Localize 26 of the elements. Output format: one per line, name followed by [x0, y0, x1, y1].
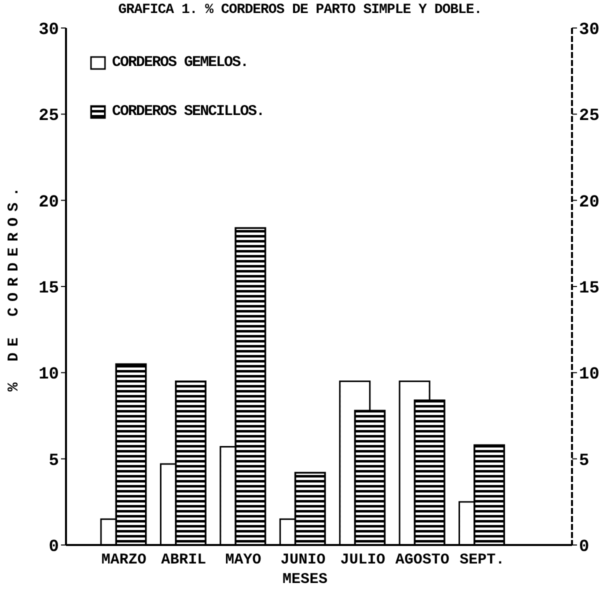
x-tick-label: ABRIL: [161, 552, 206, 569]
x-tick-label: JULIO: [340, 552, 386, 569]
y2-tick-label: 0: [579, 538, 590, 558]
y2-tick-label: 25: [579, 107, 600, 126]
x-tick-label: JUNIO: [280, 552, 326, 569]
y2-tick-label: 10: [579, 366, 600, 385]
x-axis-title: MESES: [282, 571, 328, 588]
y2-tick-label: 20: [579, 193, 600, 212]
x-tick-label: SEPT.: [460, 552, 505, 569]
legend-label: CORDEROS SENCILLOS.: [112, 103, 264, 120]
y-tick-label: 5: [48, 452, 59, 471]
y2-tick-label: 30: [579, 21, 600, 40]
x-tick-label: MAYO: [225, 552, 262, 569]
x-tick-label: MARZO: [101, 552, 146, 569]
y2-tick-label: 5: [579, 452, 590, 471]
y-tick-label: 10: [38, 366, 59, 385]
x-tick-label: AGOSTO: [395, 552, 450, 569]
y-axis-title: % DE CORDEROS.: [5, 181, 22, 392]
y2-tick-label: 15: [579, 280, 600, 299]
y-tick-label: 15: [38, 280, 59, 299]
y-tick-label: 30: [38, 21, 59, 40]
y-tick-label: 20: [38, 193, 59, 212]
chart-title: GRAFICA 1. % CORDEROS DE PARTO SIMPLE Y DOBLE.: [117, 2, 483, 18]
y-tick-label: 0: [48, 538, 59, 558]
legend-label: CORDEROS GEMELOS.: [112, 54, 248, 71]
y-tick-label: 25: [38, 107, 59, 126]
